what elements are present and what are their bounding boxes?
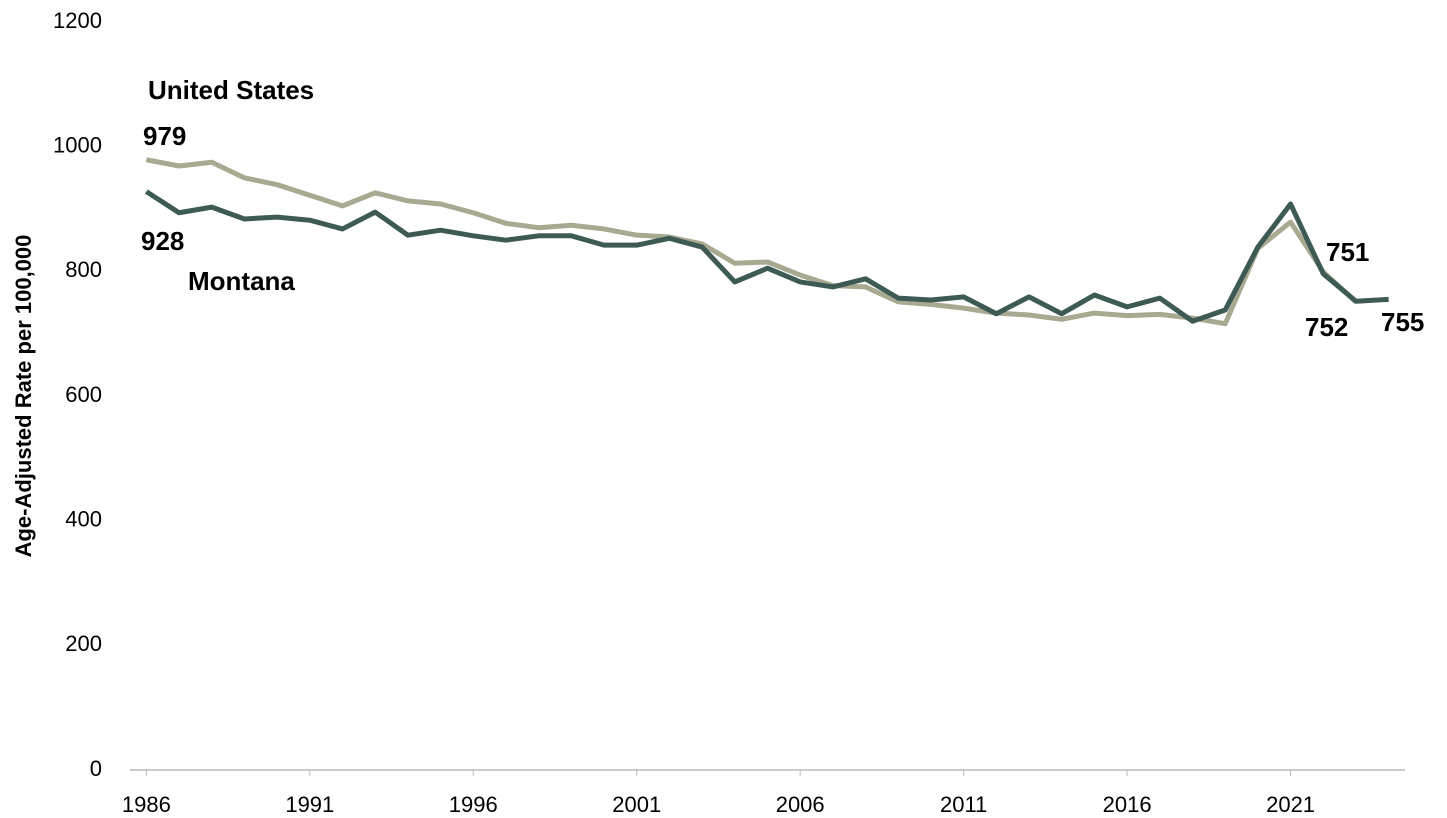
x-tick-label: 1996 [449, 792, 498, 817]
x-tick-label: 2001 [612, 792, 661, 817]
y-tick-label: 0 [90, 756, 102, 781]
x-tick-label: 2021 [1266, 792, 1315, 817]
y-tick-label: 1000 [53, 132, 102, 157]
series-label: United States [148, 75, 314, 105]
annotation: 755 [1381, 307, 1424, 337]
x-tick-label: 1986 [122, 792, 171, 817]
annotation: 979 [143, 121, 186, 151]
series-line [145, 157, 1358, 327]
annotation: 752 [1305, 312, 1348, 342]
series-label: Montana [188, 266, 295, 296]
x-tick-label: 2016 [1103, 792, 1152, 817]
y-tick-label: 800 [65, 257, 102, 282]
annotation: 928 [141, 226, 184, 256]
y-axis-label: Age-Adjusted Rate per 100,000 [11, 235, 36, 558]
y-tick-label: 600 [65, 382, 102, 407]
x-tick-label: 1991 [285, 792, 334, 817]
x-tick-label: 2006 [776, 792, 825, 817]
x-tick-label: 2011 [940, 792, 987, 817]
series-line [144, 189, 1389, 324]
annotation: 751 [1326, 237, 1369, 267]
y-tick-label: 400 [65, 506, 102, 531]
y-tick-label: 200 [65, 631, 102, 656]
y-tick-label: 1200 [53, 8, 102, 33]
